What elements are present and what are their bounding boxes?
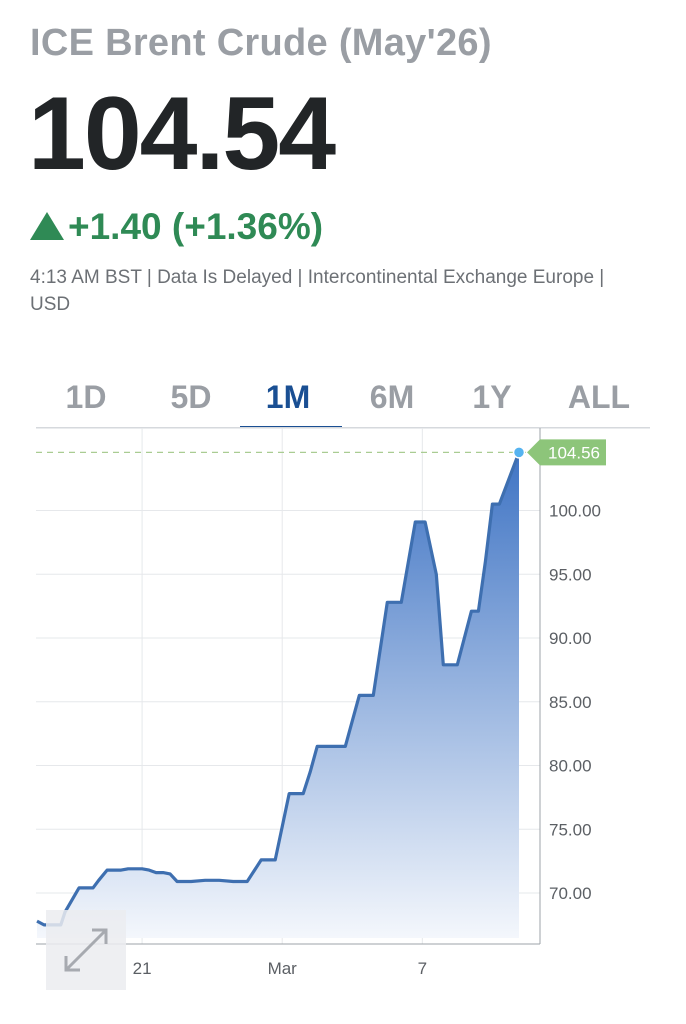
y-tick-label: 85.00 — [549, 693, 592, 712]
tab-6m[interactable]: 6M — [369, 379, 415, 415]
last-price: 104.54 — [28, 76, 336, 192]
tab-1d[interactable]: 1D — [65, 379, 107, 415]
price-line — [36, 451, 521, 927]
x-tick-label: 7 — [418, 959, 427, 978]
x-tick-label: 21 — [133, 959, 152, 978]
y-tick-label: 90.00 — [549, 629, 592, 648]
y-tick-label: 80.00 — [549, 757, 592, 776]
expand-icon — [64, 928, 108, 972]
last-price-tag-label: 104.56 — [548, 443, 600, 462]
x-tick-label: Mar — [268, 959, 298, 978]
time-range-tabs: 1D 5D 1M 6M 1Y ALL — [22, 372, 650, 428]
tab-1m[interactable]: 1M — [265, 379, 311, 415]
expand-chart-button[interactable] — [46, 910, 126, 990]
tab-all[interactable]: ALL — [567, 379, 631, 415]
y-tick-label: 75.00 — [549, 820, 592, 839]
price-change-value: +1.40 (+1.36%) — [68, 206, 324, 247]
up-arrow-icon — [30, 212, 64, 240]
price-chart[interactable]: 100.00 95.00 90.00 85.00 80.00 75.00 70.00 21 Ma… — [0, 428, 686, 988]
y-tick-label: 95.00 — [549, 565, 592, 584]
tab-1y[interactable]: 1Y — [472, 379, 512, 415]
last-price-dot — [512, 446, 526, 459]
price-change: +1.40 (+1.36%) — [30, 206, 323, 248]
quote-meta: 4:13 AM BST | Data Is Delayed | Intercon… — [30, 267, 605, 315]
y-tick-label: 100.00 — [549, 502, 601, 521]
price-area-fill — [37, 452, 519, 938]
instrument-title: ICE Brent Crude (May'26) — [30, 22, 492, 64]
tab-5d[interactable]: 5D — [170, 379, 212, 415]
last-price-tag — [527, 439, 606, 466]
y-tick-label: 70.00 — [549, 884, 592, 903]
